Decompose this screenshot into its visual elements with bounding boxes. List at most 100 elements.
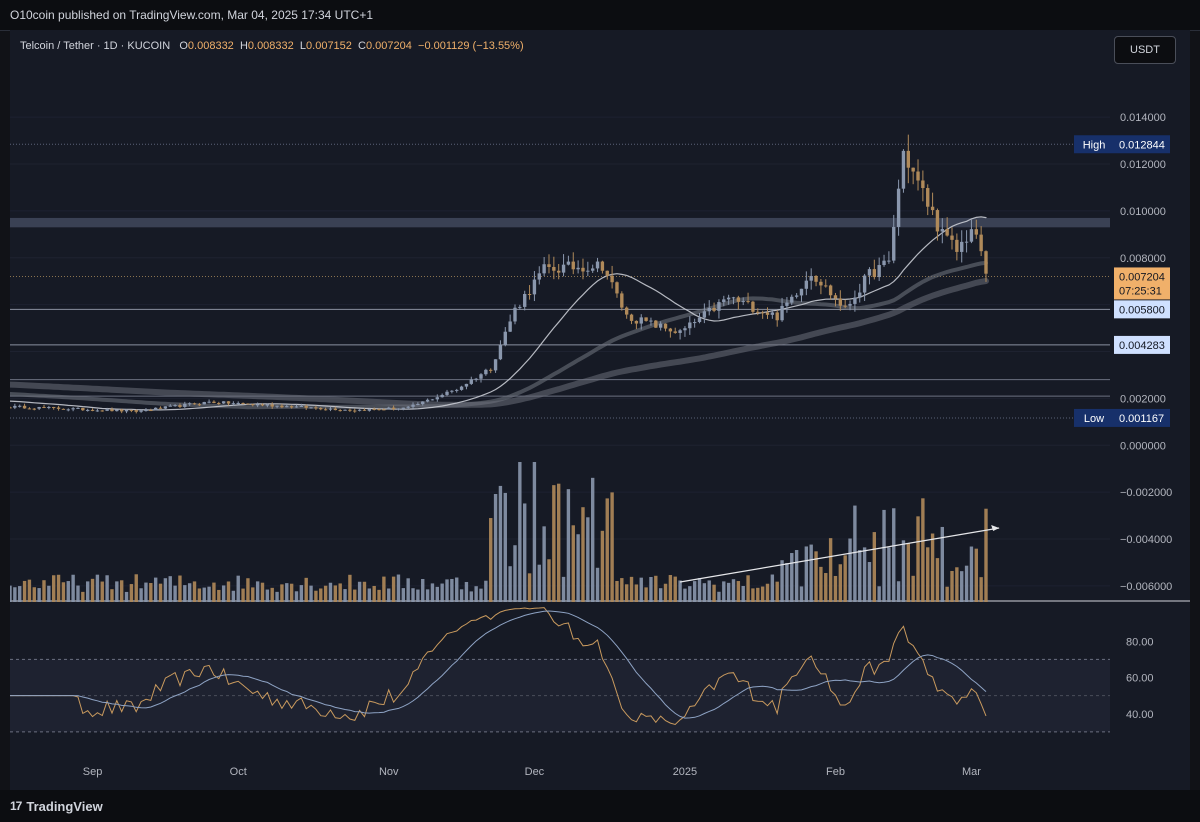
- candle: [197, 404, 202, 406]
- volume-bar: [974, 548, 978, 602]
- candle: [960, 241, 964, 252]
- volume-bar: [726, 582, 731, 602]
- candle: [289, 406, 294, 408]
- candle: [455, 389, 459, 391]
- candle: [328, 408, 333, 410]
- chart-area[interactable]: 0.014000 0.012000 0.010000 0.008000 0.002000…: [10, 30, 1190, 790]
- low-tag-key: [1074, 408, 1114, 427]
- volume-bar: [979, 577, 983, 602]
- volume-bar: [406, 578, 410, 602]
- volume-bar: [896, 581, 901, 602]
- volume-bar: [192, 581, 197, 602]
- volume-bar: [790, 553, 794, 602]
- candle: [323, 409, 328, 411]
- volume-bars: [10, 462, 988, 602]
- volume-bar: [479, 588, 483, 602]
- candle: [615, 282, 619, 294]
- candle: [945, 229, 949, 236]
- volume-bar: [493, 493, 498, 602]
- candle: [275, 405, 279, 407]
- volume-bar: [416, 589, 420, 602]
- volume-bar: [615, 580, 619, 602]
- low-key: L: [299, 40, 307, 52]
- volume-bar: [960, 571, 964, 602]
- candle: [168, 405, 172, 407]
- volume-bar: [236, 575, 240, 602]
- candle: [10, 407, 12, 409]
- volume-bar: [513, 545, 517, 602]
- time-tick-label: Sep: [83, 766, 103, 778]
- candle: [775, 312, 779, 321]
- volume-bar: [304, 577, 308, 602]
- candle: [144, 410, 148, 412]
- volume-bar: [848, 538, 852, 602]
- candle: [52, 406, 56, 408]
- volume-bar: [391, 576, 396, 602]
- volume-bar: [319, 588, 323, 602]
- candle: [343, 409, 347, 411]
- volume-bar: [683, 588, 687, 602]
- high-key: H: [239, 40, 248, 52]
- candle: [76, 407, 80, 409]
- volume-bar: [697, 578, 702, 602]
- volume-bar: [401, 588, 406, 602]
- volume-bar: [955, 567, 959, 602]
- candle: [285, 406, 289, 408]
- volume-bar: [158, 583, 163, 602]
- candle: [848, 303, 852, 306]
- volume-bar: [605, 498, 609, 602]
- level-tag: [1114, 300, 1170, 319]
- candle: [149, 410, 153, 412]
- high-tag-key-text: High: [1083, 139, 1106, 151]
- volume-bar: [115, 581, 119, 602]
- volume-bar: [828, 538, 833, 602]
- volume-bar: [129, 584, 134, 602]
- volume-bar: [343, 589, 347, 602]
- volume-bar: [353, 589, 357, 602]
- candle: [484, 369, 488, 375]
- candle: [440, 394, 444, 398]
- candle: [469, 379, 473, 384]
- candle: [217, 402, 221, 404]
- candle: [658, 323, 663, 328]
- price-chart[interactable]: 0.014000 0.012000 0.010000 0.008000 0.002000…: [10, 30, 1190, 790]
- volume-bar: [518, 462, 522, 602]
- volume-bar: [197, 588, 202, 602]
- rsi-moving-average: [10, 610, 987, 719]
- last-price-tag: [1114, 267, 1170, 300]
- volume-bar: [42, 580, 46, 602]
- volume-bar: [731, 579, 736, 602]
- volume-bar: [309, 585, 313, 602]
- candle: [158, 407, 163, 409]
- candle: [66, 409, 70, 411]
- candle: [697, 317, 702, 323]
- volume-bar: [22, 580, 27, 602]
- candle: [115, 409, 119, 412]
- time-tick-label: Mar: [962, 766, 981, 778]
- candle: [479, 374, 483, 379]
- zones: [10, 143, 1110, 419]
- candle: [124, 409, 129, 412]
- candle: [523, 293, 527, 307]
- volume-bar: [571, 525, 575, 602]
- volume-bar: [537, 564, 541, 602]
- volume-bar: [61, 582, 66, 602]
- volume-bar: [746, 575, 750, 602]
- candle: [241, 402, 245, 404]
- candle: [459, 386, 464, 390]
- candle: [231, 403, 236, 405]
- candle: [430, 399, 435, 401]
- volume-bar: [81, 591, 85, 602]
- candle: [566, 261, 571, 265]
- volume-bar: [595, 567, 600, 602]
- volume-bar: [906, 543, 910, 602]
- volume-bar: [930, 533, 935, 602]
- currency-button[interactable]: USDT: [1114, 36, 1176, 64]
- candle: [518, 306, 522, 308]
- moving-averages: [10, 216, 989, 411]
- change-value: −0.001129 (−13.55%): [418, 40, 524, 52]
- volume-bar: [620, 578, 624, 602]
- volume-bar: [799, 586, 804, 602]
- last-price-text: 0.007204: [1119, 271, 1165, 283]
- volume-bar: [289, 583, 294, 602]
